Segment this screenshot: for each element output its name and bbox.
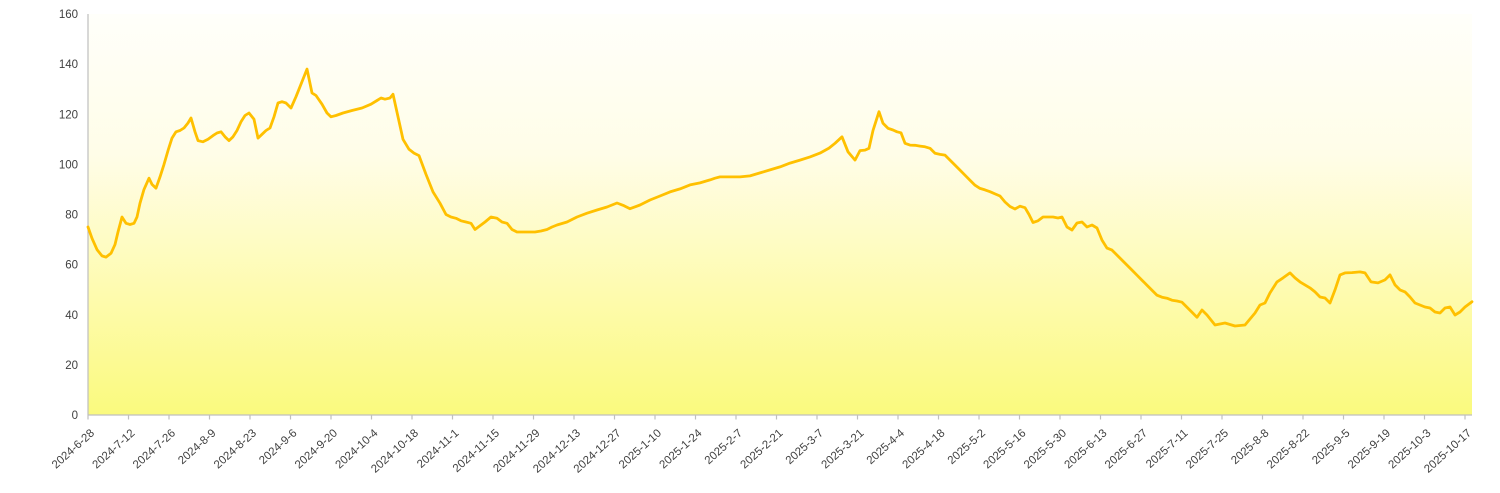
x-tick-label: 2024-6-28 — [50, 427, 97, 471]
y-tick-label: 100 — [59, 159, 78, 171]
y-tick-label: 20 — [65, 360, 78, 372]
x-tick-label: 2025-9-19 — [1346, 427, 1393, 471]
x-tick-label: 2025-5-16 — [982, 427, 1029, 471]
y-tick-label: 60 — [65, 260, 78, 272]
x-tick-label: 2025-6-27 — [1103, 427, 1150, 471]
x-tick-label: 2025-4-18 — [901, 427, 948, 471]
x-tick-label: 2025-6-13 — [1063, 427, 1110, 471]
x-tick-label: 2025-1-10 — [617, 427, 664, 471]
x-tick-label: 2024-7-26 — [131, 427, 178, 471]
x-tick-label: 2024-7-12 — [91, 427, 138, 471]
y-tick-label: 40 — [65, 310, 78, 322]
x-tick-label: 2025-7-11 — [1144, 427, 1190, 470]
y-tick-label: 80 — [65, 210, 78, 222]
x-tick-label: 2024-8-23 — [212, 427, 259, 471]
x-tick-label: 2025-8-22 — [1265, 427, 1312, 471]
series-line — [86, 67, 1474, 328]
x-tick-label: 2024-9-20 — [293, 427, 340, 471]
x-tick-label: 2025-1-24 — [658, 427, 705, 471]
x-tick-label: 2025-7-25 — [1184, 427, 1231, 471]
y-tick-label: 0 — [72, 410, 78, 422]
x-tick-label: 2025-2-21 — [739, 427, 786, 471]
y-tick-label: 140 — [59, 59, 78, 71]
y-tick-label: 160 — [59, 9, 78, 21]
x-tick-label: 2025-5-30 — [1022, 427, 1069, 471]
y-tick-label: 120 — [59, 109, 78, 121]
x-tick-label: 2025-3-21 — [820, 427, 867, 471]
plot-area-background — [88, 14, 1472, 415]
